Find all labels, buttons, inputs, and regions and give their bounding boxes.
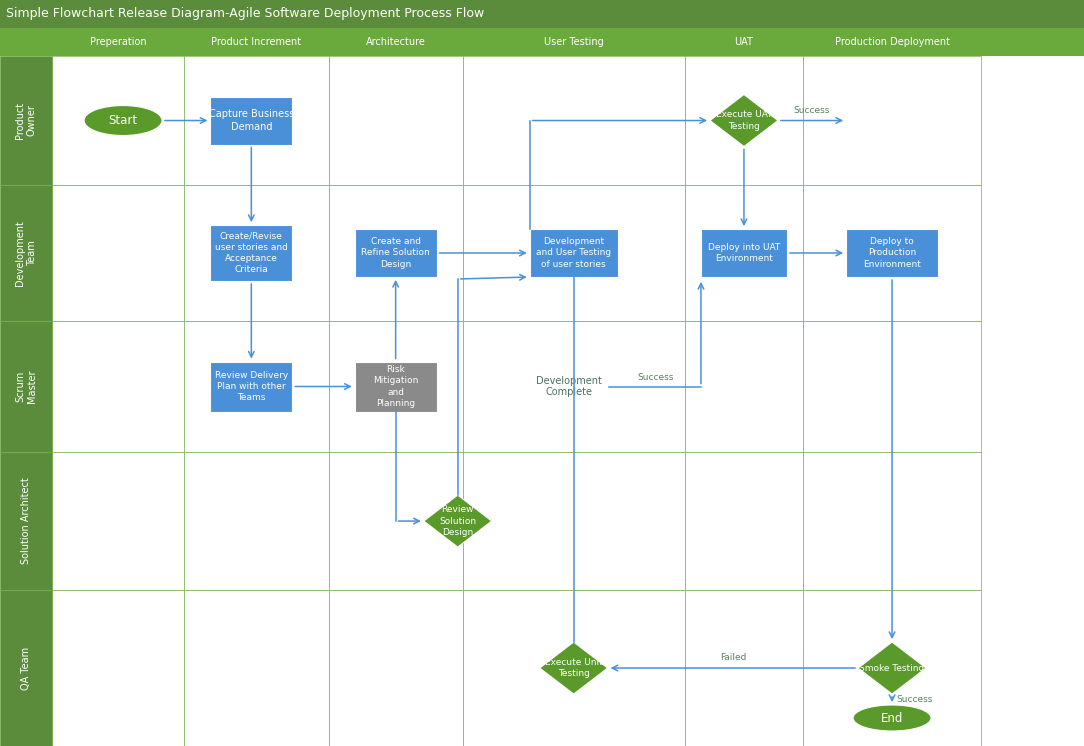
Ellipse shape [85, 105, 162, 136]
FancyBboxPatch shape [210, 362, 293, 412]
Text: Capture Business
Demand: Capture Business Demand [208, 110, 294, 132]
Text: Failed: Failed [720, 653, 746, 662]
Text: User Testing: User Testing [544, 37, 604, 47]
FancyBboxPatch shape [328, 590, 463, 746]
FancyBboxPatch shape [0, 321, 52, 452]
Text: Preperation: Preperation [90, 37, 146, 47]
FancyBboxPatch shape [701, 229, 787, 277]
Text: Product
Owner: Product Owner [15, 102, 37, 139]
FancyBboxPatch shape [803, 452, 981, 590]
FancyBboxPatch shape [0, 56, 52, 185]
FancyBboxPatch shape [846, 229, 938, 277]
FancyBboxPatch shape [328, 185, 463, 321]
Text: Scrum
Master: Scrum Master [15, 370, 37, 404]
Polygon shape [540, 642, 608, 694]
Text: Create/Revise
user stories and
Acceptance
Criteria: Create/Revise user stories and Acceptanc… [215, 232, 287, 274]
Text: Start: Start [108, 114, 138, 127]
FancyBboxPatch shape [354, 362, 437, 412]
FancyBboxPatch shape [184, 185, 328, 321]
FancyBboxPatch shape [210, 225, 293, 281]
FancyBboxPatch shape [803, 321, 981, 452]
Text: Development
and User Testing
of user stories: Development and User Testing of user sto… [537, 237, 611, 269]
Text: Development
Complete: Development Complete [535, 376, 602, 398]
FancyBboxPatch shape [463, 452, 685, 590]
Polygon shape [859, 642, 926, 694]
Text: Smoke Testing: Smoke Testing [860, 663, 925, 673]
FancyBboxPatch shape [184, 321, 328, 452]
FancyBboxPatch shape [52, 590, 184, 746]
FancyBboxPatch shape [52, 185, 184, 321]
FancyBboxPatch shape [0, 0, 1084, 28]
FancyBboxPatch shape [52, 56, 184, 185]
FancyBboxPatch shape [463, 56, 685, 185]
FancyBboxPatch shape [0, 28, 1084, 56]
FancyBboxPatch shape [463, 321, 685, 452]
FancyBboxPatch shape [685, 452, 803, 590]
Ellipse shape [853, 705, 931, 731]
FancyBboxPatch shape [685, 590, 803, 746]
FancyBboxPatch shape [463, 590, 685, 746]
FancyBboxPatch shape [52, 321, 184, 452]
Text: Execute UAT
Testing: Execute UAT Testing [715, 110, 772, 131]
FancyBboxPatch shape [52, 452, 184, 590]
Text: Deploy into UAT
Environment: Deploy into UAT Environment [708, 243, 780, 263]
Text: Development
Team: Development Team [15, 220, 37, 286]
Text: Success: Success [637, 372, 674, 381]
FancyBboxPatch shape [685, 321, 803, 452]
Text: Simple Flowchart Release Diagram-Agile Software Deployment Process Flow: Simple Flowchart Release Diagram-Agile S… [7, 7, 485, 20]
FancyBboxPatch shape [328, 321, 463, 452]
Text: Product Increment: Product Increment [211, 37, 301, 47]
Polygon shape [424, 495, 492, 547]
Text: Deploy to
Production
Environment: Deploy to Production Environment [863, 237, 921, 269]
Text: Solution Architect: Solution Architect [21, 477, 31, 565]
FancyBboxPatch shape [328, 452, 463, 590]
FancyBboxPatch shape [0, 185, 52, 321]
Text: Success: Success [896, 695, 932, 704]
FancyBboxPatch shape [210, 96, 293, 145]
FancyBboxPatch shape [803, 185, 981, 321]
Text: Create and
Refine Solution
Design: Create and Refine Solution Design [361, 237, 430, 269]
FancyBboxPatch shape [530, 229, 618, 277]
Text: Production Deployment: Production Deployment [835, 37, 950, 47]
Text: QA Team: QA Team [21, 647, 31, 689]
Text: UAT: UAT [735, 37, 753, 47]
FancyBboxPatch shape [685, 56, 803, 185]
FancyBboxPatch shape [184, 452, 328, 590]
Text: Architecture: Architecture [365, 37, 426, 47]
FancyBboxPatch shape [184, 56, 328, 185]
FancyBboxPatch shape [354, 229, 437, 277]
Text: End: End [881, 712, 903, 724]
FancyBboxPatch shape [184, 590, 328, 746]
Text: Risk
Mitigation
and
Planning: Risk Mitigation and Planning [373, 366, 418, 407]
Polygon shape [710, 95, 778, 146]
Text: Execute Unit
Testing: Execute Unit Testing [545, 658, 603, 678]
FancyBboxPatch shape [685, 185, 803, 321]
FancyBboxPatch shape [463, 185, 685, 321]
FancyBboxPatch shape [328, 56, 463, 185]
FancyBboxPatch shape [803, 56, 981, 185]
FancyBboxPatch shape [0, 590, 52, 746]
FancyBboxPatch shape [803, 590, 981, 746]
Text: Review
Solution
Design: Review Solution Design [439, 506, 476, 536]
FancyBboxPatch shape [0, 452, 52, 590]
Text: Review Delivery
Plan with other
Teams: Review Delivery Plan with other Teams [215, 371, 288, 402]
Text: Success: Success [793, 105, 830, 115]
